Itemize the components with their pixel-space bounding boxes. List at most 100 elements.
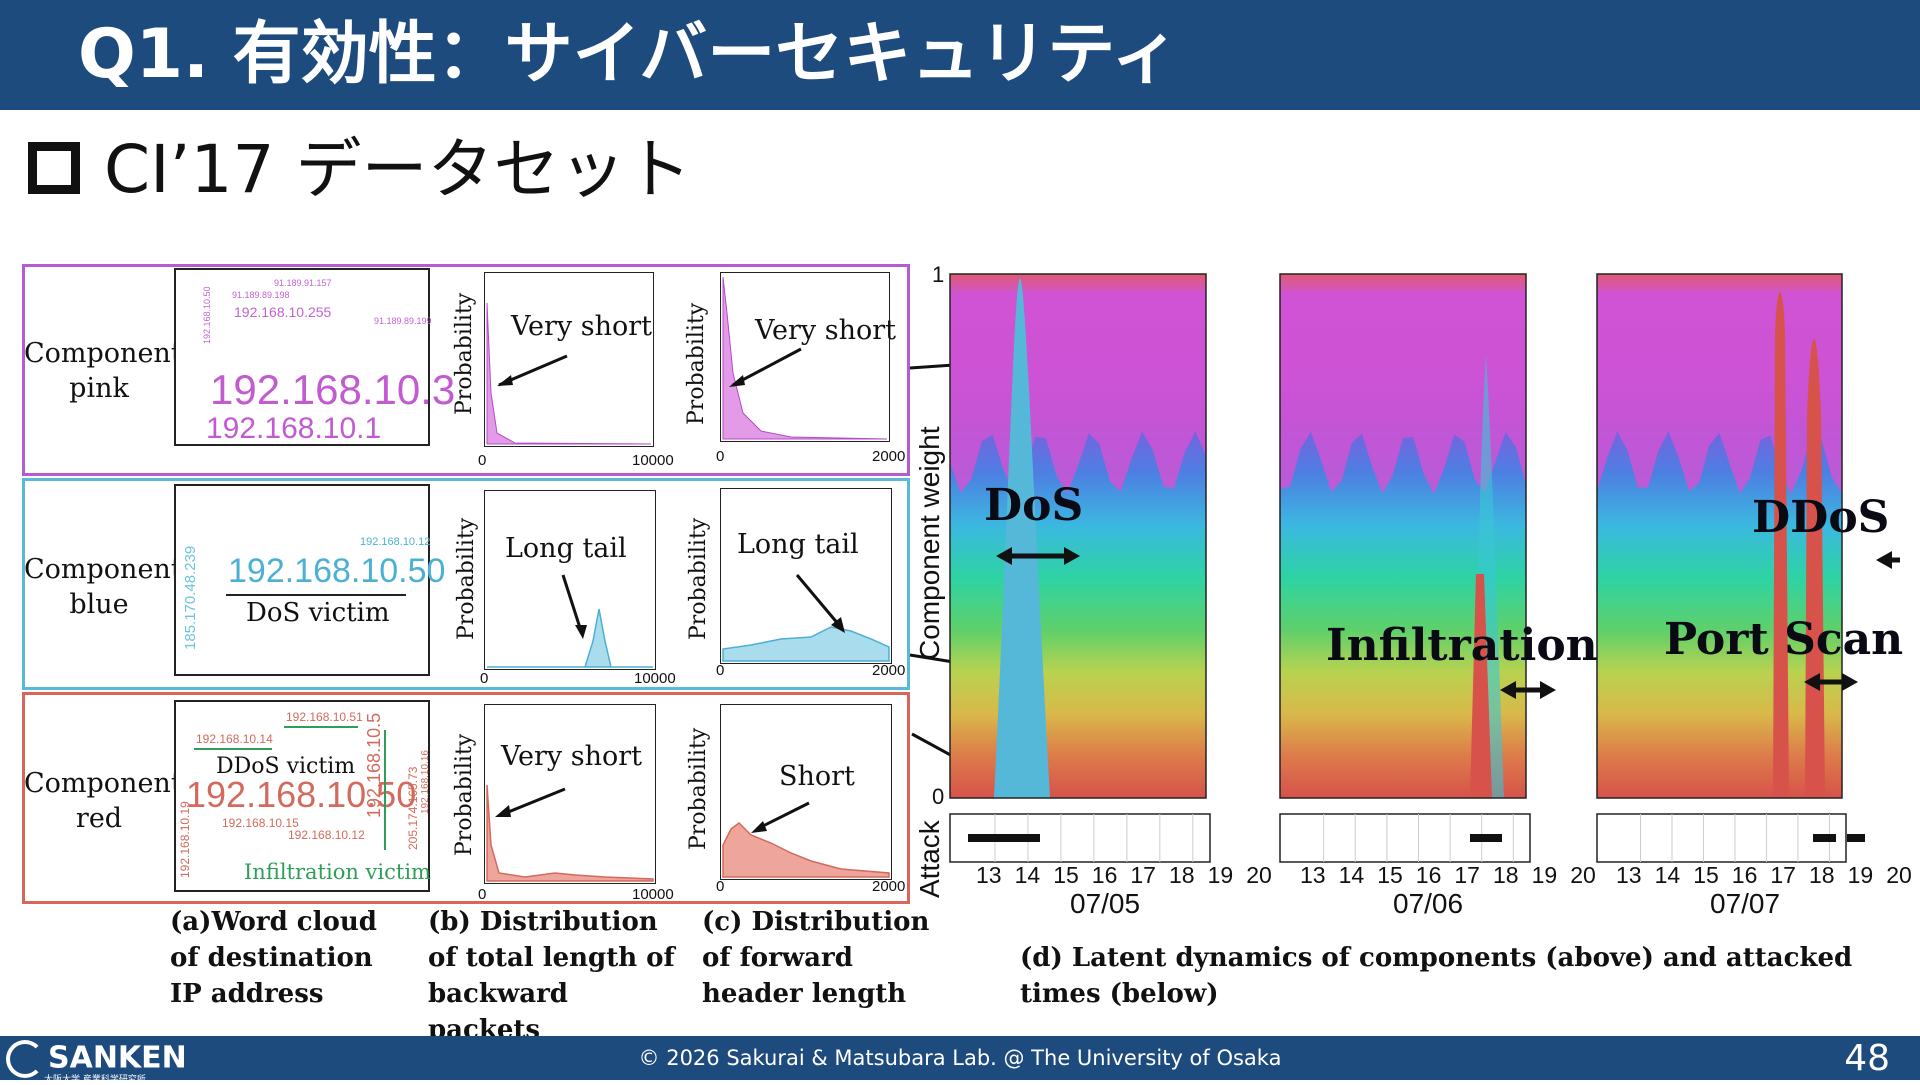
x-tick-hour: 14: [1338, 862, 1365, 888]
footer-bar: SANKEN 大阪大学 産業科学研究所 © 2026 Sakurai & Mats…: [0, 1036, 1920, 1085]
x-tick-hour: 20: [1570, 862, 1596, 888]
x-tick-hour: 18: [1169, 862, 1195, 888]
wordcloud-word: 91.189.91.157: [274, 278, 332, 288]
double-arrow-head: [1540, 681, 1556, 699]
pink-component-area: [1280, 274, 1526, 494]
attack-axis-title: Attack: [914, 820, 945, 898]
x-tick: 2000: [872, 448, 906, 465]
attack-marker: [1813, 834, 1836, 842]
x-tick-hour: 20: [1886, 862, 1912, 888]
panel-frame: [1596, 273, 1843, 799]
label-line: blue: [69, 589, 129, 620]
x-tick-hour: 19: [1531, 862, 1558, 888]
dist-b-red: Very short: [484, 704, 656, 884]
x-tick-hour: 17: [1454, 862, 1480, 888]
double-arrow-head: [1842, 673, 1858, 691]
annotation-arrow: [732, 347, 802, 387]
title-bar: Q1. 有効性：サイバーセキュリティ: [0, 0, 1920, 110]
x-tick-hour: 18: [1809, 862, 1835, 888]
double-arrow-head: [1876, 551, 1892, 569]
x-tick: 0: [716, 878, 725, 895]
ddos-label: DDoS: [1752, 492, 1890, 543]
x-tick-hour: 20: [1246, 862, 1272, 888]
x-tick-hour: 16: [1415, 862, 1442, 888]
double-arrow-head: [1804, 673, 1820, 691]
wordcloud-word: 91.189.89.199: [374, 316, 432, 326]
label-line: red: [75, 803, 123, 834]
wordcloud-word: 192.168.10.51: [286, 710, 363, 724]
x-tick-hour: 16: [1091, 862, 1118, 888]
annotation-label: Long tail: [505, 533, 627, 564]
component-weight-axis-title: Component weight: [914, 426, 945, 660]
y-axis-label: Probability: [686, 727, 711, 850]
red-spike: [1470, 574, 1492, 798]
dist-c-red: Short: [720, 704, 892, 880]
attack-marker: [1847, 834, 1865, 842]
y-axis-label: Probability: [452, 292, 477, 415]
logo-text: SANKEN: [48, 1040, 187, 1076]
density-curve: [486, 302, 652, 445]
logo-mark-icon: [6, 1040, 44, 1078]
label-line: pink: [69, 373, 129, 404]
dist-b-blue-plot: [487, 574, 653, 668]
wordcloud-word: 192.168.10.1: [206, 412, 382, 445]
x-tick: 2000: [872, 662, 906, 679]
x-tick-hour: 17: [1130, 862, 1156, 888]
x-tick: 10000: [632, 886, 674, 903]
dist-b-blue: Long tail: [484, 490, 656, 670]
latent-dynamics-chart: [949, 273, 1900, 863]
port-scan-label: Port Scan: [1664, 614, 1904, 665]
wordcloud-blue: 185.170.48.239 192.168.10.12 192.168.10.…: [174, 484, 445, 676]
y-tick-one: 1: [932, 262, 945, 287]
ddos-victim-label: DDoS victim: [216, 754, 356, 779]
wordcloud-word: 192.168.10.15: [222, 816, 299, 830]
wordcloud-word: 91.189.89.198: [232, 290, 290, 300]
x-tick-hour: 14: [1654, 862, 1681, 888]
wordcloud-word: 185.170.48.239: [182, 545, 199, 650]
x-tick: 0: [480, 670, 489, 687]
density-curve: [487, 608, 653, 668]
bullet-square-icon: [28, 141, 80, 194]
wordcloud-word: 192.168.10.5: [364, 712, 384, 818]
component-pink-row: [22, 264, 910, 476]
dist-c-red-plot: [722, 801, 890, 878]
label-line: Component: [24, 768, 182, 799]
x-tick-hour: 13: [1616, 862, 1642, 888]
wordcloud-word: 192.168.10.50: [186, 774, 417, 815]
wordcloud-red: 192.168.10.51 192.168.10.14 192.168.10.1…: [174, 700, 431, 892]
underline: [226, 594, 406, 596]
annotation-arrow: [795, 574, 841, 626]
x-tick: 0: [478, 452, 487, 469]
top-band: [950, 274, 1206, 292]
x-tick-hour: 15: [1693, 862, 1719, 888]
double-arrow-head: [1064, 547, 1080, 565]
annotation-label: Very short: [511, 311, 652, 342]
x-tick-hour: 17: [1770, 862, 1796, 888]
x-tick-hour: 18: [1493, 862, 1519, 888]
annotation-label: Short: [779, 761, 855, 792]
caption-b: (b) Distribution of total length of back…: [428, 907, 675, 1045]
date-label: 07/05: [1070, 888, 1141, 919]
y-axis-label: Probability: [684, 302, 709, 425]
x-tick-hour: 13: [1300, 862, 1326, 888]
date-label: 07/07: [1710, 888, 1781, 919]
divider: [284, 726, 358, 728]
x-tick: 0: [478, 886, 487, 903]
x-tick: 10000: [634, 670, 676, 687]
y-axis-label: Probability: [454, 517, 479, 640]
divider: [194, 748, 272, 750]
density-curve: [722, 276, 888, 440]
divider: [384, 730, 386, 850]
caption-a: (a)Word cloud of destination IP address: [170, 907, 377, 1009]
x-tick-hour: 14: [1014, 862, 1041, 888]
wordcloud-word: 192.168.10.50: [202, 286, 212, 344]
component-blue-label: Component blue: [24, 552, 182, 622]
wordcloud-word: 192.168.10.3: [210, 366, 456, 413]
attack-marker: [968, 834, 1040, 842]
top-band: [1280, 274, 1526, 292]
density-curve: [722, 626, 890, 662]
x-tick-hour: 16: [1731, 862, 1758, 888]
wordcloud-word: 205.174.165.73: [406, 766, 420, 850]
component-red-row: [22, 692, 910, 904]
arrowhead: [495, 805, 511, 817]
